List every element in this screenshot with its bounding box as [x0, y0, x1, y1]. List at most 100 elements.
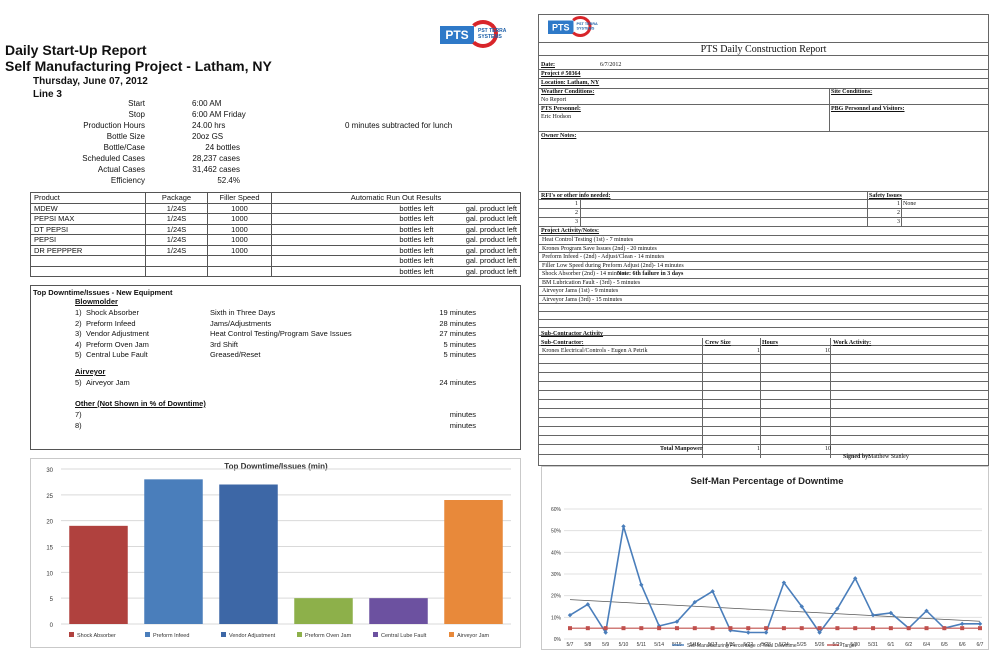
y-tick-label: 20%: [551, 594, 562, 600]
x-tick-label: 5/25: [797, 642, 807, 648]
y-tick-label: 0: [50, 623, 54, 629]
package-cell: 1/24S: [145, 213, 208, 225]
row-empty: [538, 328, 989, 336]
x-tick-label: 5/16: [690, 642, 700, 648]
pts-logo-small-sub: PST TERRA SYSTEMS: [576, 22, 598, 31]
x-tick-label: 6/7: [977, 642, 984, 648]
data-point: [817, 630, 822, 635]
row-activity: [538, 270, 989, 279]
row-sub-header: [538, 336, 989, 346]
row-sub: [538, 391, 989, 400]
row-personnel: [538, 105, 989, 132]
row-activity: [538, 262, 989, 270]
data-point: [924, 608, 929, 614]
item-number: 1): [75, 308, 82, 317]
package-cell: 1/24S: [145, 244, 208, 256]
table-row: MDEW 1/24S 1000 bottles left gal. product le…: [30, 202, 521, 214]
data-point: [692, 626, 697, 631]
stat-value: 24.00 hrs: [192, 121, 226, 130]
item-name: Preform Oven Jam: [86, 339, 149, 349]
row-empty: [538, 312, 989, 320]
stat-label: Start: [128, 99, 145, 108]
safety-number: 2: [897, 210, 900, 216]
row-location: [538, 79, 989, 89]
visitors-label: PBG Personnel and Visitors:: [831, 106, 905, 112]
x-tick-label: 5/17: [708, 642, 718, 648]
x-tick-label: 5/24: [779, 642, 789, 648]
y-tick-label: 30%: [551, 572, 562, 578]
stat-value: 28,237 cases: [192, 154, 240, 163]
x-tick-label: 6/6: [959, 642, 966, 648]
site-label: Site Conditions:: [831, 89, 873, 95]
row-activity-header: [538, 227, 989, 236]
item-minutes: 5 minutes: [443, 350, 476, 359]
stat-value: 24 bottles: [205, 143, 240, 152]
stat-label: Efficiency: [110, 176, 145, 185]
row-date: [538, 56, 989, 70]
item-minutes: 5 minutes: [443, 339, 476, 349]
safety-number: 3: [897, 219, 900, 225]
legend-label: Preform Infeed: [153, 633, 189, 639]
pts-logo-small-text: PTS: [548, 20, 574, 34]
sub-col-contractor: Sub-Contractor:: [541, 340, 584, 346]
bottles-left-cell: bottles left: [271, 202, 437, 214]
item-minutes: minutes: [449, 410, 476, 419]
weather-value: No Report: [541, 97, 567, 103]
construction-report-frame: [538, 14, 989, 466]
table-row: DT PEPSI 1/24S 1000 bottles left gal. produc…: [30, 223, 521, 235]
data-point: [871, 626, 876, 631]
data-point: [888, 626, 893, 631]
bar: [444, 500, 503, 624]
product-table: Product Package Filler Speed Automatic R…: [30, 192, 521, 277]
date-value: 6/7/2012: [600, 62, 622, 68]
data-point: [888, 610, 894, 616]
data-point: [960, 626, 965, 631]
gal-left-cell: gal. product left: [436, 255, 521, 267]
divider-activity: [830, 338, 831, 458]
y-tick-label: 30: [46, 468, 53, 474]
bottles-left-cell: bottles left: [271, 265, 437, 277]
pts-logo-ring: [468, 20, 498, 48]
y-tick-label: 50%: [551, 529, 562, 535]
item-number: 7): [75, 410, 82, 419]
x-tick-label: 5/11: [637, 642, 647, 648]
col-run-out: Automatic Run Out Results: [271, 192, 521, 204]
row-sub: [538, 418, 989, 427]
data-point: [710, 626, 715, 631]
rfi-label: RFI's or other info needed:: [541, 193, 611, 199]
legend-label: Self Manufacturing Percentage of Total D…: [687, 643, 797, 649]
signed-label: Signed by:: [843, 454, 871, 460]
speed-cell: 1000: [207, 202, 272, 214]
legend-label: Airveyor Jam: [457, 633, 490, 639]
item-number: 8): [75, 420, 82, 430]
product-cell: [30, 255, 146, 267]
safety-number: 1: [897, 201, 900, 207]
bottles-left-cell: bottles left: [271, 255, 437, 267]
data-point: [942, 626, 947, 631]
x-tick-label: 5/9: [602, 642, 609, 648]
bottles-left-cell: bottles left: [271, 234, 437, 246]
package-cell: 1/24S: [145, 223, 208, 235]
data-point: [853, 626, 858, 631]
x-tick-label: 6/4: [923, 642, 930, 648]
item-name: Preform Infeed: [86, 318, 136, 328]
row-sub: [538, 382, 989, 391]
item-note: Greased/Reset: [210, 350, 261, 359]
gal-left-cell: gal. product left: [436, 234, 521, 246]
table-row: DR PEPPPER 1/24S 1000 bottles left gal. prod…: [30, 244, 521, 256]
divider-site: [829, 89, 830, 132]
section-other: Other (Not Shown in % of Downtime): [75, 399, 206, 408]
stat-label: Bottle/Case: [103, 143, 145, 152]
row-activity: [538, 296, 989, 304]
section-blowmolder: Blowmolder: [75, 297, 118, 306]
pts-logo-text: PTS: [440, 26, 474, 44]
stat-value: 31,462 cases: [192, 165, 240, 174]
table-row: bottles left gal. product left: [30, 265, 521, 277]
item-number: 3): [75, 329, 82, 338]
col-package: Package: [145, 192, 208, 204]
activity-label: Project Activity/Notes:: [541, 228, 600, 234]
sub-col-activity: Work Activity:: [833, 340, 872, 346]
data-point: [639, 626, 644, 631]
pts-logo-sub: PST TERRA SYSTEMS: [478, 28, 507, 40]
row-sub: [538, 364, 989, 373]
